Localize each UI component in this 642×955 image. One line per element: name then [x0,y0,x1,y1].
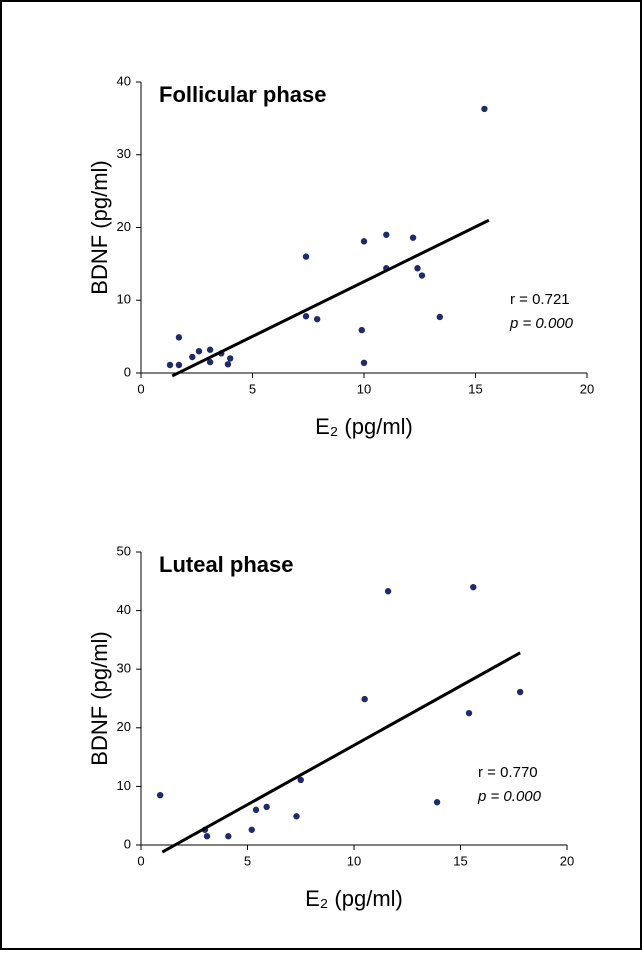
scatter-point [465,709,473,717]
annotation: r = 0.770 [478,764,538,781]
y-tick-label: 0 [124,836,131,851]
y-tick-label: 10 [117,778,131,793]
scatter-point [414,265,421,272]
chart-title: Luteal phase [159,552,293,577]
scatter-point [384,588,392,595]
y-tick-label: 30 [117,146,131,161]
y-tick-label: 20 [117,719,131,734]
scatter-point [313,315,321,323]
annotation: p = 0.000 [477,788,542,805]
x-tick-label: 20 [580,381,594,396]
scatter-point [516,688,524,696]
y-tick-label: 40 [117,602,131,617]
chart-title: Follicular phase [159,82,327,107]
scatter-point [224,361,232,368]
scatter-point [225,833,232,840]
scatter-point [203,833,211,840]
y-axis-label: BDNF (pg/ml) [87,160,112,294]
scatter-point [195,347,203,355]
scatter-point [206,346,214,353]
x-tick-label: 5 [244,853,251,868]
scatter-point [302,313,310,320]
x-axis-label: E₂ (pg/ml) [305,886,403,911]
y-tick-label: 0 [124,364,131,379]
trend-line [161,651,521,854]
scatter-point [360,359,368,367]
x-tick-label: 15 [453,853,467,868]
scatter-point [227,355,234,362]
x-tick-label: 20 [560,853,574,868]
scatter-point [433,799,441,806]
x-tick-label: 15 [468,381,482,396]
scatter-point [481,105,488,113]
scatter-point [302,253,310,260]
x-tick-label: 0 [137,381,144,396]
scatter-point [252,806,260,814]
scatter-point [360,238,368,245]
scatter-point [248,826,255,833]
scatter-point [189,353,196,361]
annotation: p = 0.000 [509,315,574,332]
scatter-point [206,358,214,366]
y-tick-label: 50 [117,543,131,558]
scatter-point [470,583,477,591]
y-tick-label: 40 [117,73,131,88]
x-tick-label: 10 [357,381,371,396]
y-axis-label: BDNF (pg/ml) [87,631,112,765]
scatter-point [383,231,390,238]
scatter-point [293,813,300,820]
scatter-point [156,791,164,799]
scatter-point [418,272,426,279]
x-tick-label: 10 [347,853,361,868]
scatter-point [358,326,365,334]
x-tick-label: 5 [249,381,256,396]
scatter-point [361,695,368,703]
x-axis-label: E₂ (pg/ml) [315,414,413,439]
scatter-point [175,361,183,369]
scatter-point [175,334,183,341]
y-tick-label: 30 [117,661,131,676]
scatter-point [409,234,417,241]
scatter-point [263,803,270,811]
annotation: r = 0.721 [510,291,570,308]
x-tick-label: 0 [137,853,144,868]
scatter-point [436,313,444,321]
y-tick-label: 20 [117,219,131,234]
trend-line [171,218,490,378]
y-tick-label: 10 [117,292,131,307]
scatter-point [297,776,304,784]
scatter-point [166,361,174,369]
